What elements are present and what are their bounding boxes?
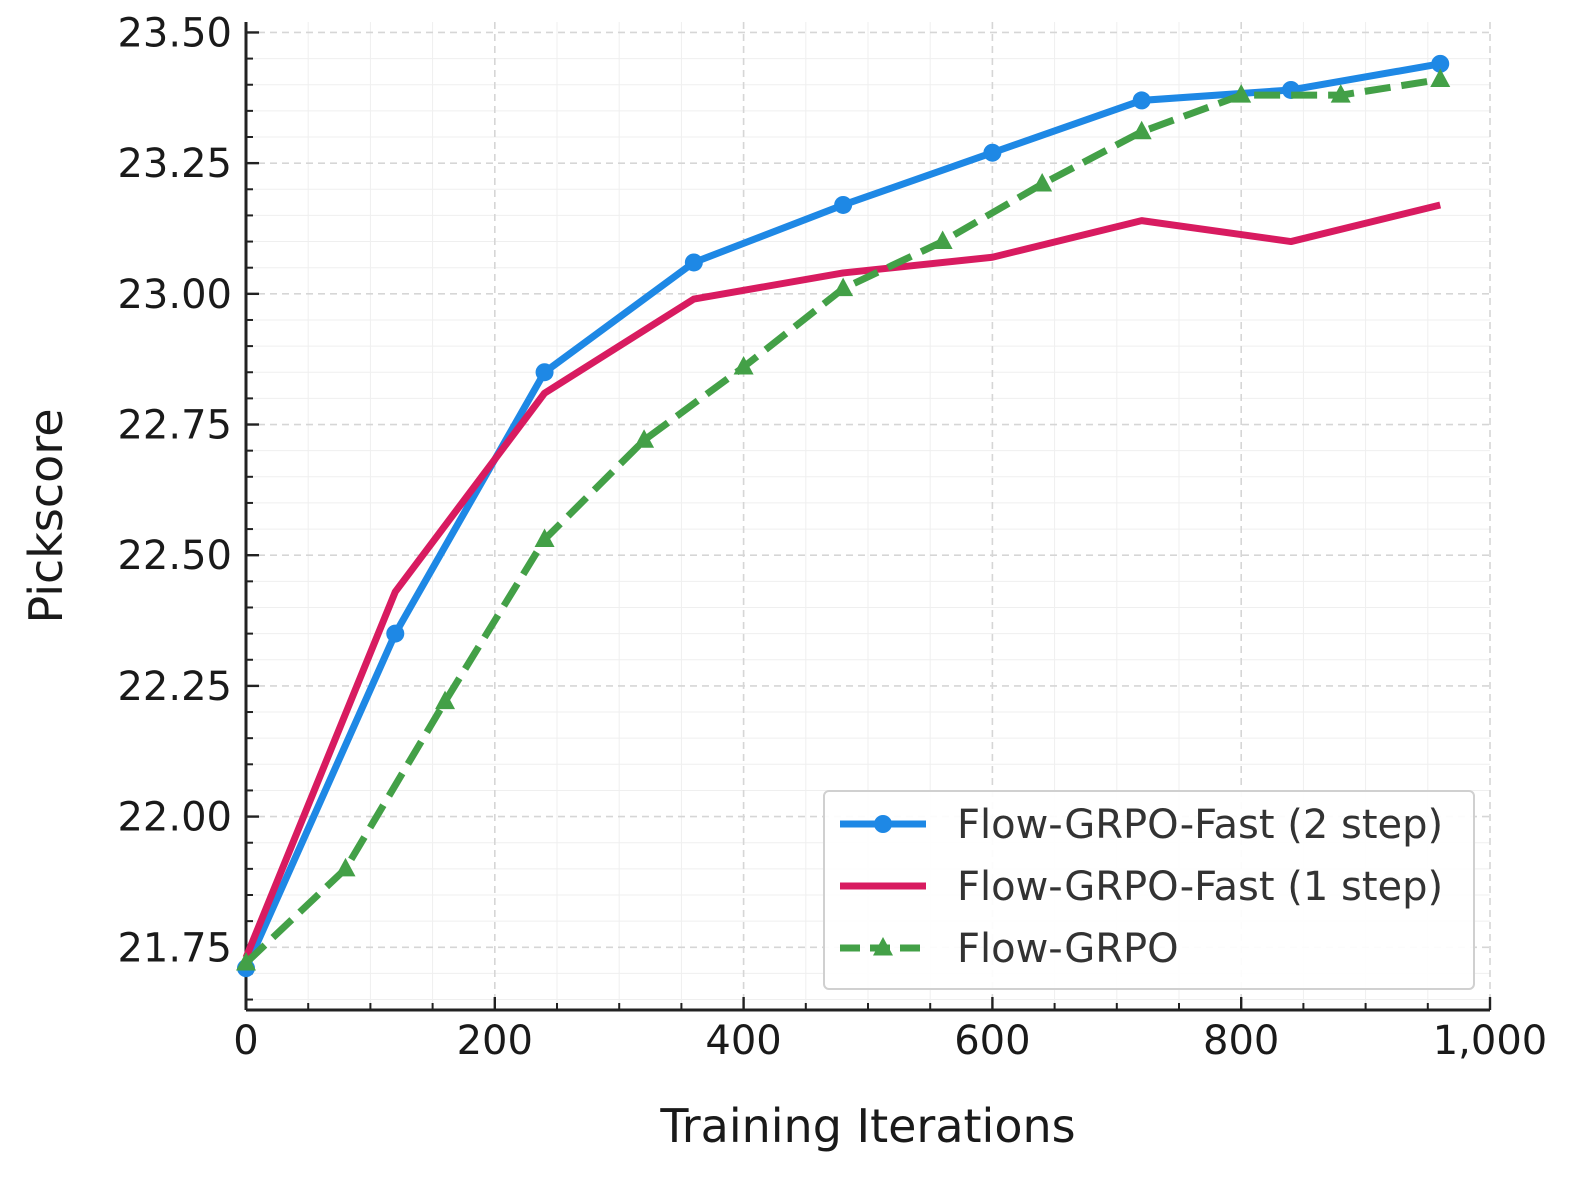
- data-point: [1131, 120, 1152, 140]
- y-tick-label: 22.00: [117, 795, 232, 841]
- x-axis-title: Training Iterations: [659, 1099, 1075, 1153]
- legend-swatch-marker: [874, 815, 892, 833]
- data-point: [1430, 68, 1451, 88]
- data-point: [535, 363, 554, 382]
- legend-label: Flow-GRPO-Fast (1 step): [957, 864, 1443, 910]
- data-point: [386, 624, 405, 643]
- ticks: 0 200 400 600 800 1,000 21.75 22.00 22.25 22.50 22…: [117, 10, 1547, 1064]
- y-tick-label: 23.00: [117, 272, 232, 318]
- series: [236, 54, 1451, 978]
- x-tick-label: 0: [233, 1018, 258, 1064]
- data-point: [833, 277, 854, 297]
- x-tick-label: 1,000: [1433, 1018, 1548, 1064]
- data-point: [1330, 84, 1351, 103]
- y-tick-label: 22.50: [117, 533, 232, 579]
- x-tick-label: 600: [954, 1018, 1030, 1064]
- data-point: [634, 429, 655, 448]
- legend: Flow-GRPO-Fast (2 step) Flow-GRPO-Fast (1…: [823, 790, 1475, 990]
- y-axis-title: Pickscore: [19, 408, 73, 623]
- data-point: [534, 528, 555, 548]
- x-tick-label: 200: [457, 1018, 533, 1064]
- y-tick-label: 23.50: [117, 10, 232, 56]
- series-2: [242, 201, 1442, 960]
- data-point: [1231, 84, 1252, 103]
- series-line: [242, 201, 1442, 960]
- data-point: [932, 230, 953, 250]
- legend-label: Flow-GRPO: [957, 926, 1179, 972]
- x-tick-label: 400: [705, 1018, 781, 1064]
- data-point: [236, 951, 256, 971]
- y-tick-label: 21.75: [117, 925, 232, 971]
- data-point: [834, 195, 853, 214]
- data-point: [733, 356, 754, 375]
- y-tick-label: 22.25: [117, 664, 232, 710]
- data-point: [1431, 54, 1450, 73]
- data-point: [1132, 91, 1151, 110]
- legend-label: Flow-GRPO-Fast (2 step): [957, 802, 1443, 848]
- data-point: [435, 690, 456, 710]
- x-tick-label: 800: [1203, 1018, 1279, 1064]
- data-point: [335, 857, 356, 877]
- data-point: [1032, 173, 1053, 192]
- y-tick-label: 22.75: [117, 403, 232, 449]
- legend-swatch-marker: [873, 937, 893, 956]
- series-3: [236, 68, 1451, 971]
- data-point: [983, 143, 1002, 162]
- y-tick-label: 23.25: [117, 141, 232, 187]
- legend-box: [823, 790, 1475, 990]
- data-point: [684, 253, 703, 272]
